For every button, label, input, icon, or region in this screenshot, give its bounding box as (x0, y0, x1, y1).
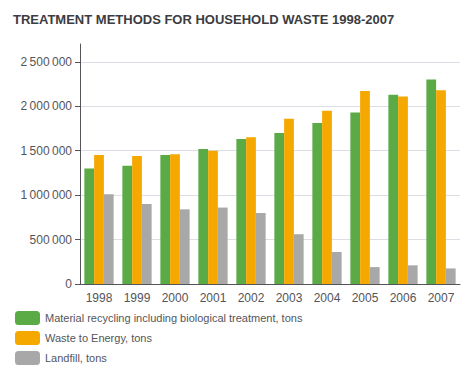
svg-text:Landfill, tons: Landfill, tons (45, 352, 107, 364)
svg-text:2001: 2001 (200, 291, 227, 305)
svg-text:2 500 000: 2 500 000 (20, 55, 72, 69)
svg-text:Waste to Energy, tons: Waste to Energy, tons (45, 332, 152, 344)
svg-text:2007: 2007 (428, 291, 455, 305)
svg-text:Material recycling including b: Material recycling including biological … (45, 312, 303, 324)
svg-text:TREATMENT METHODS FOR HOUSEHOL: TREATMENT METHODS FOR HOUSEHOLD WASTE 19… (13, 12, 394, 27)
svg-text:2002: 2002 (238, 291, 265, 305)
svg-text:2000: 2000 (162, 291, 189, 305)
svg-text:2006: 2006 (390, 291, 417, 305)
svg-text:1 000 000: 1 000 000 (20, 188, 72, 202)
svg-text:500 000: 500 000 (30, 233, 73, 247)
svg-text:1998: 1998 (86, 291, 113, 305)
svg-text:0: 0 (65, 277, 72, 291)
svg-text:1999: 1999 (124, 291, 151, 305)
svg-text:2004: 2004 (314, 291, 341, 305)
svg-text:1 500 000: 1 500 000 (20, 144, 72, 158)
svg-text:2005: 2005 (352, 291, 379, 305)
svg-text:2003: 2003 (276, 291, 303, 305)
svg-text:2 000 000: 2 000 000 (20, 99, 72, 113)
